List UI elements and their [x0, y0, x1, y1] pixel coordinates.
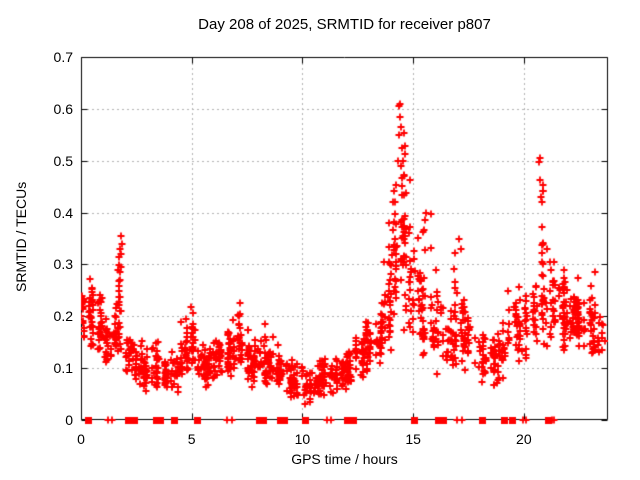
x-tick-label: 15	[405, 431, 421, 447]
x-axis-label: GPS time / hours	[291, 451, 398, 467]
y-tick-label: 0.1	[53, 360, 73, 377]
x-tick-label: 5	[187, 431, 196, 447]
y-axis-label: SRMTID / TECUs	[13, 181, 29, 292]
y-tick-label: 0.4	[53, 204, 73, 221]
y-tick-label: 0	[65, 412, 73, 428]
chart-title: Day 208 of 2025, SRMTID for receiver p80…	[198, 16, 491, 33]
y-tick-label: 0.5	[53, 152, 73, 169]
y-tick-label: 0.6	[53, 100, 73, 117]
y-tick-label: 0.3	[53, 256, 73, 273]
x-tick-label: 0	[77, 431, 85, 447]
x-tick-label: 20	[516, 431, 532, 447]
x-tick-label: 10	[294, 431, 311, 447]
y-tick-label: 0.2	[53, 308, 73, 325]
y-tick-label: 0.7	[53, 49, 73, 65]
